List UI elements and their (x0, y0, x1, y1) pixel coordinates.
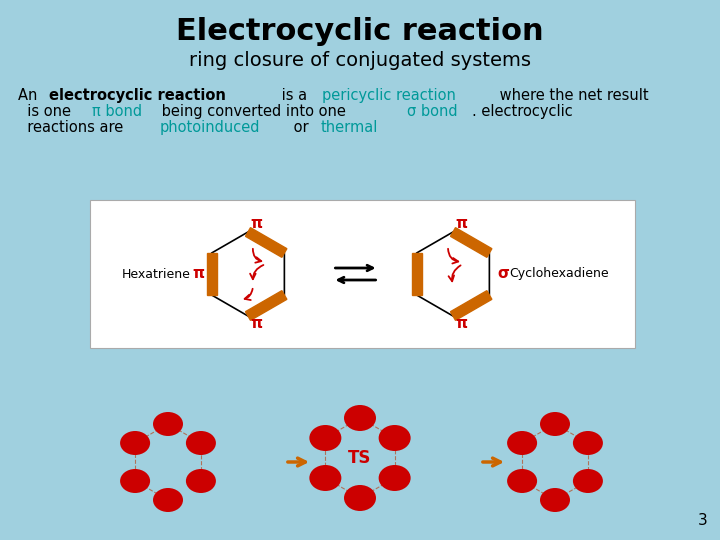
FancyArrow shape (246, 291, 287, 320)
Text: being converted into one: being converted into one (157, 104, 351, 119)
Text: thermal: thermal (320, 120, 378, 135)
Ellipse shape (573, 469, 603, 493)
Text: . electrocyclic: . electrocyclic (472, 104, 573, 119)
Ellipse shape (344, 405, 376, 431)
Ellipse shape (379, 465, 410, 491)
Ellipse shape (344, 485, 376, 511)
Text: where the net result: where the net result (495, 88, 649, 103)
Text: Cyclohexadiene: Cyclohexadiene (509, 267, 608, 280)
Text: π: π (455, 316, 467, 332)
Text: π: π (455, 217, 467, 232)
Ellipse shape (120, 431, 150, 455)
Ellipse shape (540, 412, 570, 436)
Ellipse shape (186, 469, 216, 493)
Bar (90, 200, 635, 348)
Ellipse shape (507, 431, 537, 455)
Text: reactions are: reactions are (18, 120, 128, 135)
Text: is one: is one (18, 104, 76, 119)
Ellipse shape (379, 425, 410, 451)
FancyArrow shape (412, 253, 422, 295)
Text: or: or (289, 120, 314, 135)
FancyArrow shape (207, 253, 217, 295)
Ellipse shape (153, 488, 183, 512)
Ellipse shape (310, 465, 341, 491)
Text: TS: TS (348, 449, 372, 467)
Text: π: π (192, 267, 204, 281)
Text: ring closure of conjugated systems: ring closure of conjugated systems (189, 51, 531, 70)
Ellipse shape (507, 469, 537, 493)
Text: Hexatriene: Hexatriene (122, 267, 191, 280)
Ellipse shape (120, 469, 150, 493)
Text: pericyclic reaction: pericyclic reaction (322, 88, 456, 103)
Text: Electrocyclic reaction: Electrocyclic reaction (176, 17, 544, 46)
Text: π: π (250, 217, 262, 232)
Text: σ bond: σ bond (407, 104, 457, 119)
Ellipse shape (153, 412, 183, 436)
Text: electrocyclic reaction: electrocyclic reaction (49, 88, 226, 103)
Text: photoinduced: photoinduced (160, 120, 260, 135)
FancyArrow shape (246, 228, 287, 258)
Ellipse shape (186, 431, 216, 455)
Ellipse shape (573, 431, 603, 455)
Text: σ: σ (497, 267, 509, 281)
Text: π bond: π bond (92, 104, 143, 119)
FancyArrow shape (451, 228, 492, 258)
Ellipse shape (310, 425, 341, 451)
Text: 3: 3 (698, 513, 708, 528)
Text: is a: is a (277, 88, 312, 103)
Text: π: π (250, 316, 262, 332)
Ellipse shape (540, 488, 570, 512)
FancyArrow shape (451, 291, 492, 320)
Text: An: An (18, 88, 42, 103)
